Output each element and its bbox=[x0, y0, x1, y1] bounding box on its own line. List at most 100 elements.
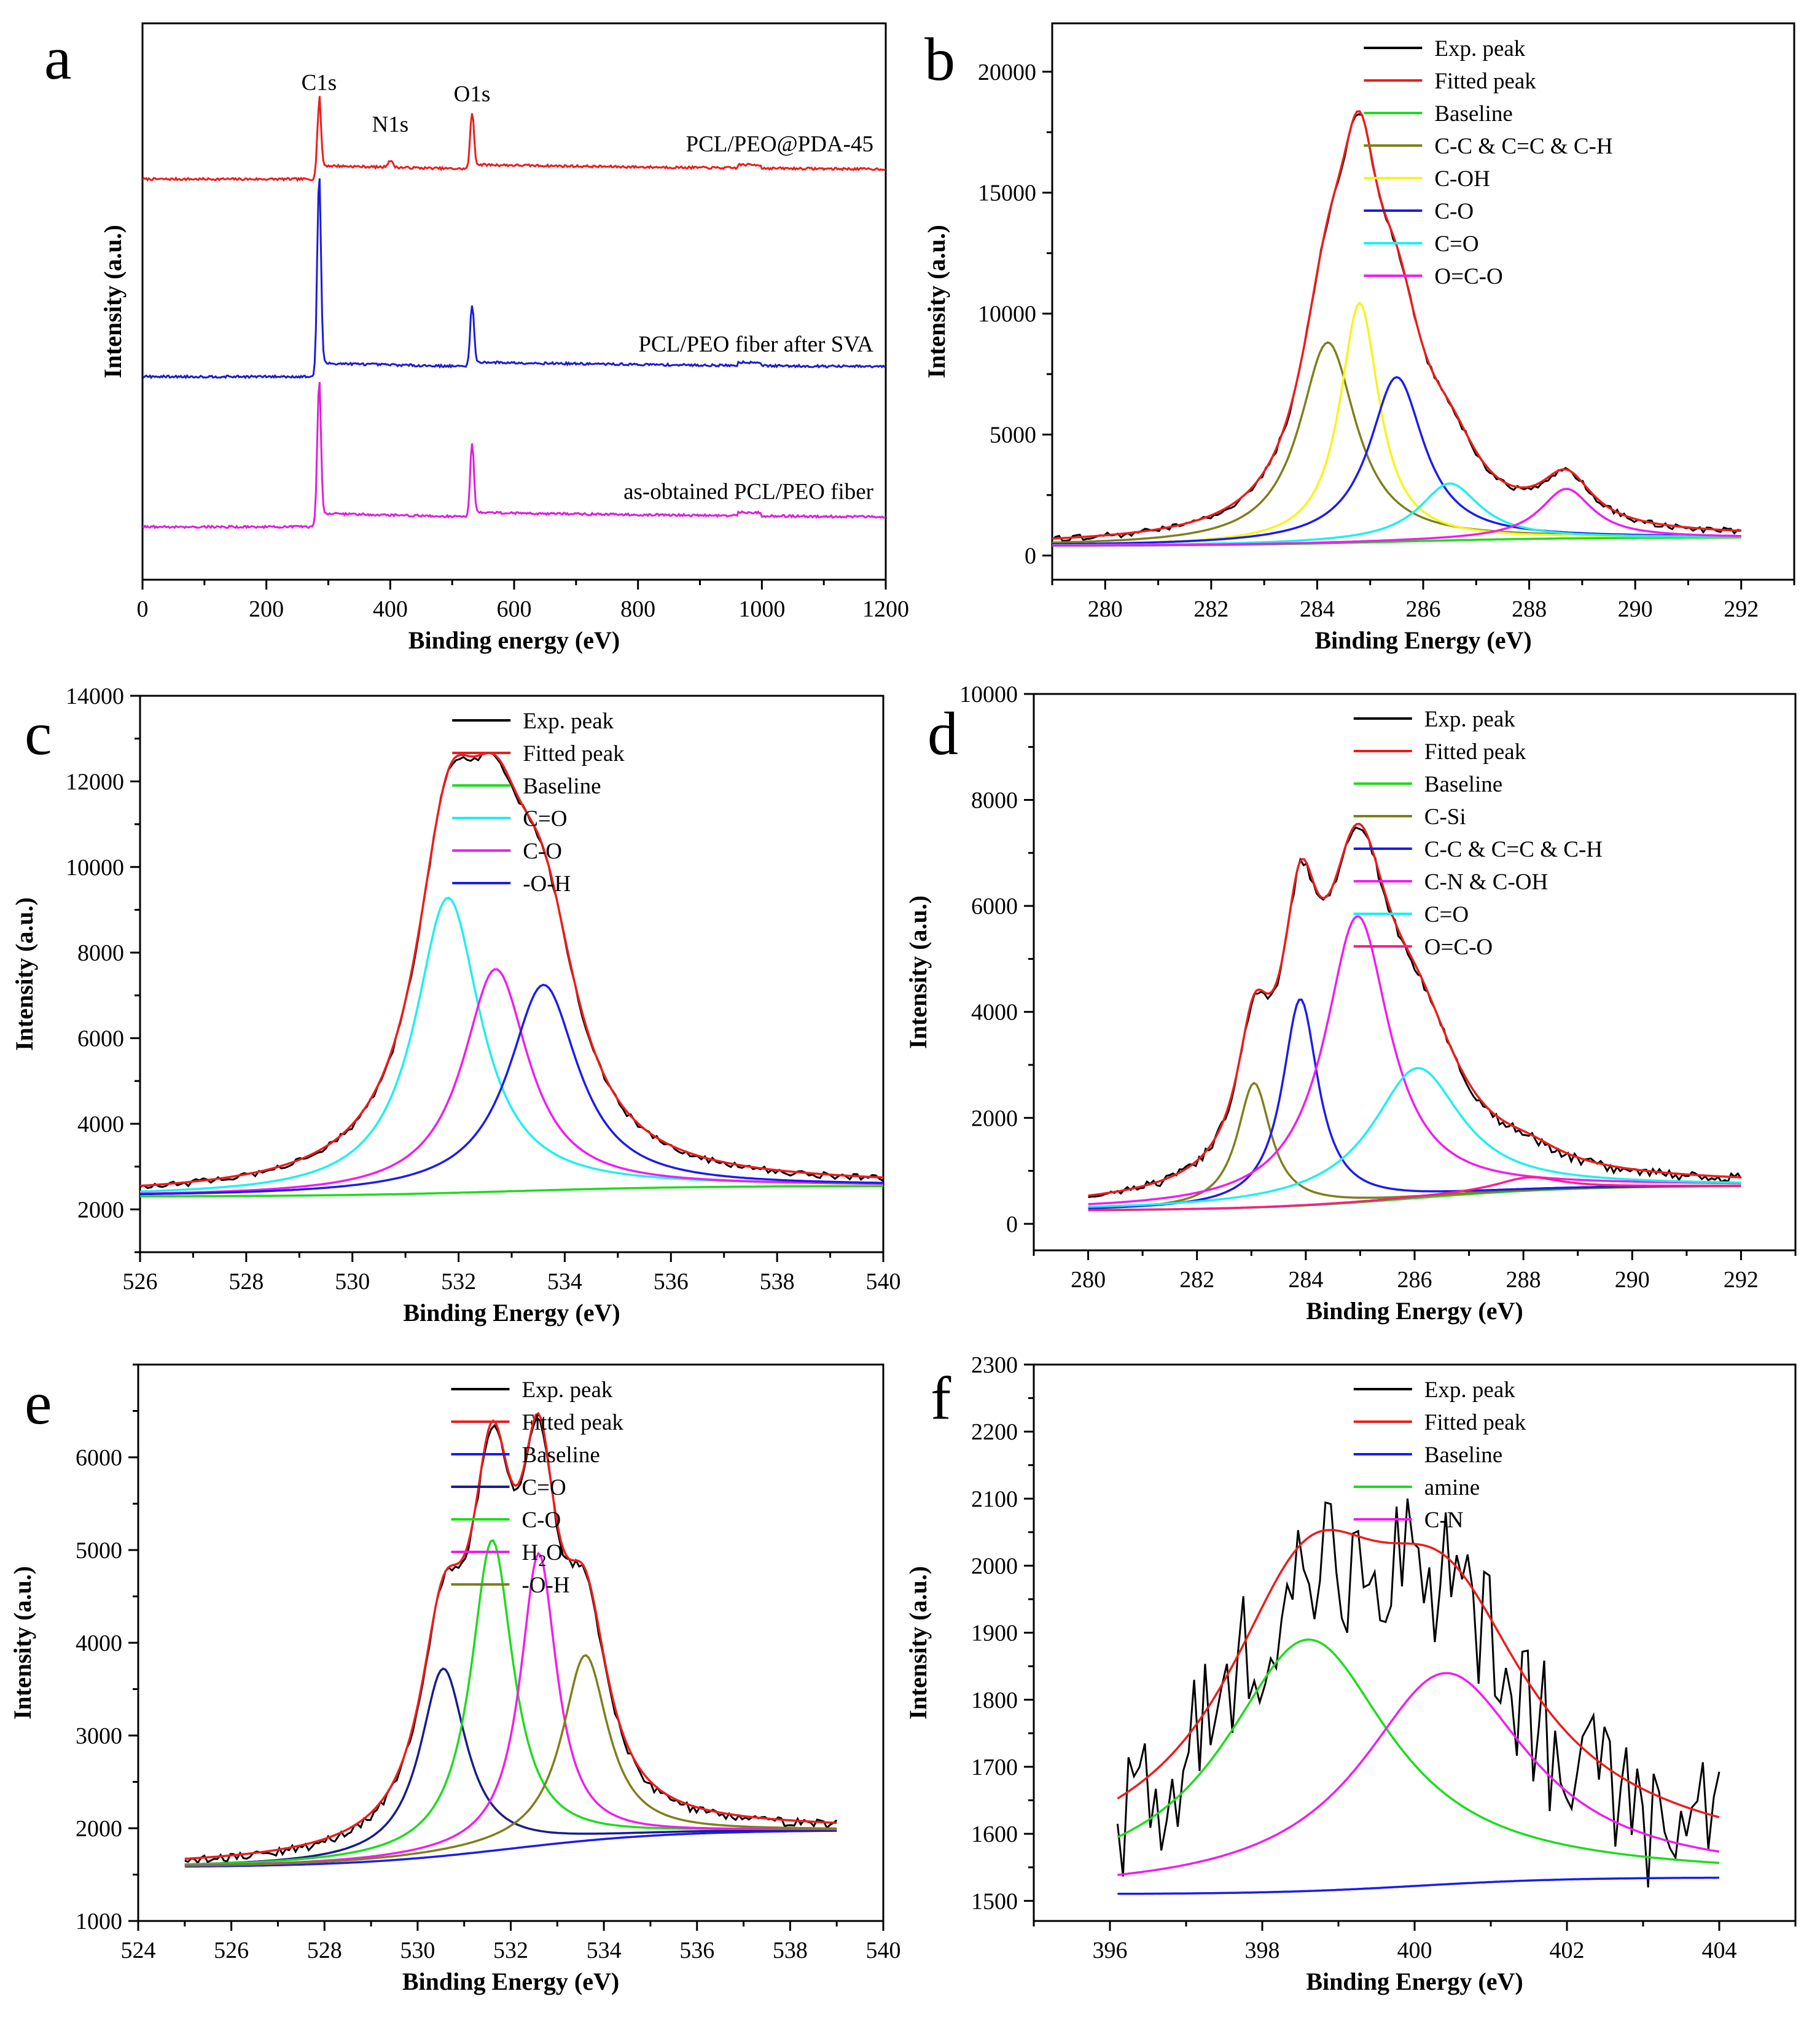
x-tick-label: 528 bbox=[228, 1269, 264, 1295]
series-line-fit bbox=[140, 752, 883, 1187]
x-tick-label: 538 bbox=[760, 1269, 795, 1295]
series-line-fit bbox=[1052, 110, 1741, 540]
spectrum-line bbox=[143, 381, 886, 530]
x-tick-label: 396 bbox=[1093, 1938, 1128, 1963]
y-tick-label: 4000 bbox=[77, 1112, 124, 1137]
panel-b: 280 282 284 286 288 290 292 0 5000 10000 15000 2000… bbox=[923, 22, 1795, 654]
legend: Exp. peak Fitted peak Baseline C-C & C=C & … bbox=[1364, 36, 1613, 289]
x-axis-title: Binding Energy (eV) bbox=[402, 1968, 619, 1995]
y-tick-label: 1000 bbox=[76, 1909, 122, 1934]
x-tick-label: 288 bbox=[1506, 1267, 1541, 1293]
legend-label: Exp. peak bbox=[1424, 1377, 1515, 1403]
y-tick-label: 1900 bbox=[971, 1621, 1018, 1646]
x-tick-label: 400 bbox=[373, 596, 408, 622]
plot-area bbox=[1052, 110, 1741, 547]
y-tick-label: 1700 bbox=[971, 1755, 1018, 1780]
y-tick-label: 10000 bbox=[978, 302, 1036, 327]
legend: Exp. peak Fitted peak Baseline C-Si C-C & C=… bbox=[1353, 707, 1603, 960]
x-tick-label: 532 bbox=[441, 1269, 476, 1295]
x-tick-label: 292 bbox=[1724, 1267, 1759, 1293]
plot-area bbox=[1088, 822, 1742, 1212]
legend-label: -O-H bbox=[523, 871, 571, 897]
legend-label: C=O bbox=[521, 1475, 566, 1500]
y-tick-label: 6000 bbox=[76, 1445, 122, 1471]
series-line-baseline bbox=[1117, 1876, 1720, 1895]
legend-label: C-O bbox=[1434, 199, 1474, 224]
series-line-fit bbox=[1088, 822, 1741, 1197]
y-tick-label: 2000 bbox=[971, 1553, 1018, 1579]
legend-label: Fitted peak bbox=[521, 1410, 623, 1435]
y-tick-label: 1600 bbox=[971, 1821, 1018, 1847]
x-axis-title: Binding Energy (eV) bbox=[1306, 1968, 1523, 1995]
series-line-component bbox=[184, 1654, 837, 1867]
y-tick-label: 2000 bbox=[76, 1816, 122, 1842]
series-label: PCL/PEO fiber after SVA bbox=[638, 332, 873, 357]
panel-letter: b bbox=[924, 25, 955, 93]
x-tick-label: 282 bbox=[1179, 1267, 1214, 1293]
panel-c: 526 528 530 532 534 536 538 540 2000 4000 6000 8000… bbox=[10, 684, 901, 1327]
series-line-baseline bbox=[140, 1185, 883, 1198]
peak-annotation: N1s bbox=[372, 112, 409, 138]
legend-label: Fitted peak bbox=[523, 741, 625, 766]
x-tick-label: 288 bbox=[1512, 596, 1547, 622]
x-tick-label: 280 bbox=[1071, 1267, 1106, 1293]
spectrum-line bbox=[143, 178, 886, 380]
legend-label: C-N bbox=[1424, 1508, 1464, 1533]
x-tick-label: 524 bbox=[121, 1938, 156, 1963]
x-tick-label: 1000 bbox=[738, 596, 785, 622]
y-tick-label: 2000 bbox=[971, 1105, 1018, 1131]
x-tick-label: 284 bbox=[1300, 596, 1335, 622]
legend-label: C-OH bbox=[1434, 166, 1490, 192]
legend-label: Baseline bbox=[1434, 101, 1512, 127]
y-tick-label: 2300 bbox=[971, 1352, 1018, 1378]
panel-letter: c bbox=[25, 699, 52, 768]
y-tick-label: 10000 bbox=[66, 855, 124, 881]
legend-label: C=O bbox=[1424, 902, 1469, 927]
peak-annotation: O1s bbox=[454, 82, 491, 107]
series-line-component bbox=[1117, 1672, 1720, 1876]
legend-label: Fitted peak bbox=[1424, 739, 1526, 765]
x-tick-label: 402 bbox=[1550, 1938, 1585, 1963]
x-tick-label: 200 bbox=[249, 596, 284, 622]
legend-label: Baseline bbox=[521, 1443, 600, 1468]
y-tick-label: 10000 bbox=[959, 682, 1018, 707]
y-axis-title: Intensity (a.u.) bbox=[904, 1566, 932, 1720]
series-line-component bbox=[140, 983, 883, 1196]
series-line-exp bbox=[1116, 1498, 1720, 1888]
legend-label: Baseline bbox=[1424, 772, 1502, 797]
legend-label: Baseline bbox=[1424, 1443, 1502, 1468]
legend-label: C=O bbox=[523, 806, 567, 832]
series-line-component bbox=[184, 1667, 837, 1866]
series-line-component bbox=[1088, 915, 1741, 1206]
y-tick-label: 15000 bbox=[978, 181, 1036, 206]
x-tick-label: 286 bbox=[1406, 596, 1441, 622]
panel-d: 280 282 284 286 288 290 292 0 2000 4000 6000 8000 10… bbox=[904, 682, 1797, 1325]
y-axis-title: Intensity (a.u.) bbox=[9, 1566, 36, 1720]
panel-letter: e bbox=[25, 1369, 52, 1437]
x-tick-label: 800 bbox=[620, 596, 655, 622]
x-tick-label: 600 bbox=[497, 596, 532, 622]
legend-label: C=O bbox=[1434, 232, 1478, 257]
x-tick-label: 534 bbox=[587, 1938, 622, 1963]
x-axis-title: Binding Energy (eV) bbox=[403, 1299, 620, 1327]
peak-annotation: C1s bbox=[302, 71, 337, 96]
spectrum-line bbox=[143, 96, 886, 182]
y-tick-label: 0 bbox=[1025, 543, 1036, 569]
panel-e: 524 526 528 530 532 534 536 538 540 1000 2000 3000 4… bbox=[9, 1363, 901, 1995]
y-tick-label: 2100 bbox=[971, 1486, 1018, 1512]
x-tick-label: 0 bbox=[137, 596, 149, 622]
y-tick-label: 0 bbox=[1006, 1212, 1018, 1237]
y-axis-title: Intensity (a.u.) bbox=[923, 225, 950, 378]
y-tick-label: 12000 bbox=[66, 769, 124, 795]
panel-letter: a bbox=[44, 24, 71, 92]
x-tick-label: 532 bbox=[493, 1938, 528, 1963]
x-tick-label: 290 bbox=[1615, 1267, 1650, 1293]
x-tick-label: 400 bbox=[1397, 1938, 1432, 1963]
y-tick-label: 5000 bbox=[76, 1538, 122, 1564]
y-tick-label: 2000 bbox=[77, 1197, 124, 1223]
x-tick-label: 540 bbox=[866, 1938, 901, 1963]
x-tick-label: 398 bbox=[1245, 1938, 1280, 1963]
series-line-baseline bbox=[184, 1829, 837, 1868]
legend-label: O=C-O bbox=[1424, 935, 1493, 960]
x-tick-label: 286 bbox=[1397, 1267, 1432, 1293]
